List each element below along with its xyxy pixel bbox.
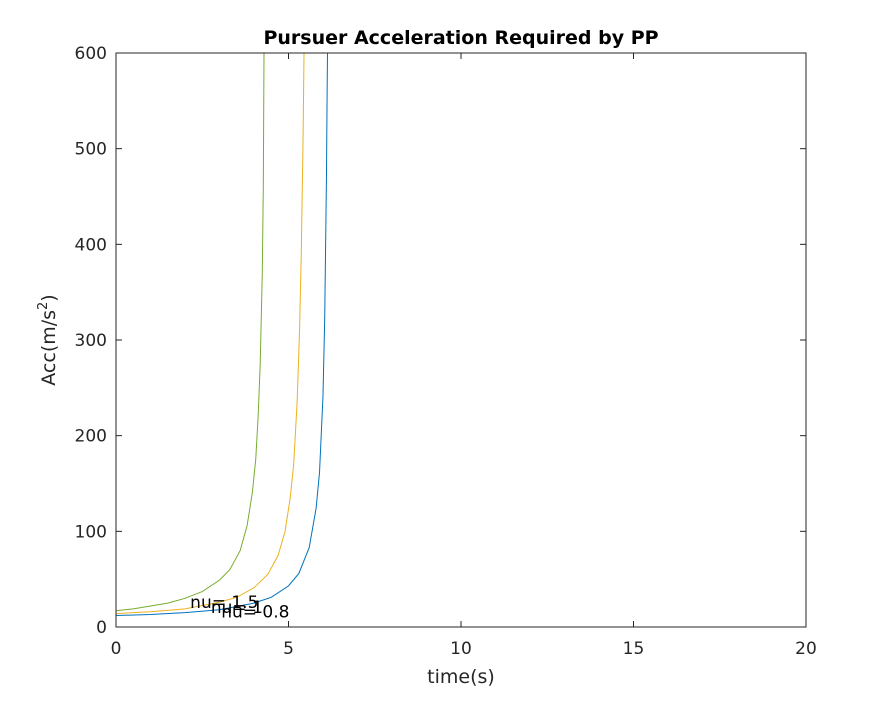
series-layer [115,52,328,617]
annotation-label: nu= 1 [211,598,263,618]
series-line-2 [115,52,305,615]
annotation-layer: nu= 1.5nu= 1nu= 0.8 [190,593,289,623]
x-tick-label: 5 [283,639,294,659]
y-axis-label-base: Acc(m/s [38,310,60,386]
annotation-label: nu= 1.5 [190,593,258,613]
x-tick-label: 15 [623,639,645,659]
chart-title: Pursuer Acceleration Required by PP [263,27,658,49]
annotation-label: nu= 0.8 [221,603,289,623]
y-axis-label-superscript: 2 [36,302,51,310]
y-axis-label: Acc(m/s2) [36,294,60,385]
y-tick-label: 0 [96,618,107,638]
y-tick-label: 500 [75,140,107,160]
plot-area-background [116,53,806,627]
y-tick-label: 600 [75,44,107,64]
y-tick-label: 400 [75,235,107,255]
y-tick-label: 200 [75,427,107,447]
x-tick-label: 10 [450,639,472,659]
x-axis-label: time(s) [427,666,495,688]
x-tick-label: 20 [795,639,817,659]
y-tick-label: 100 [75,522,107,542]
y-axis-label-close: ) [38,294,60,301]
y-tick-label: 300 [75,331,107,351]
series-line-3 [115,52,265,612]
x-tick-label: 0 [111,639,122,659]
series-line-1 [115,52,328,617]
